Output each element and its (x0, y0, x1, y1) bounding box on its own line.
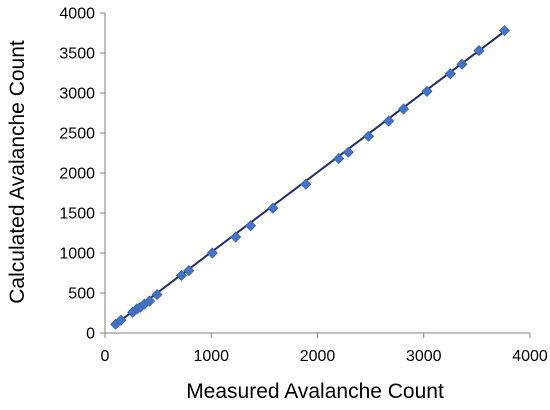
data-point (456, 58, 468, 70)
y-axis-title: Calculated Avalanche Count (6, 40, 29, 304)
data-point (342, 146, 354, 158)
data-point (383, 115, 395, 127)
data-point (397, 103, 410, 115)
data-point (362, 130, 375, 142)
trendline (112, 30, 506, 327)
data-point (300, 178, 312, 190)
y-tick-label: 1500 (59, 206, 95, 223)
data-point (183, 265, 195, 277)
y-tick-label: 4000 (59, 6, 95, 23)
data-points (110, 25, 511, 330)
axes: 0 500 1000 1500 2000 2500 3000 3500 4000 0 1000 200… (59, 6, 547, 366)
data-point (115, 314, 127, 326)
x-axis-title: Measured Avalanche Count (186, 380, 444, 403)
x-tick-label: 0 (101, 348, 110, 365)
data-point (333, 153, 345, 165)
data-point (230, 231, 242, 243)
x-tick-label: 4000 (512, 348, 548, 365)
y-tick-label: 2000 (59, 166, 95, 183)
x-tick-label: 2000 (300, 348, 336, 365)
y-tick-label: 3500 (59, 46, 95, 63)
data-point (175, 269, 188, 281)
y-tick-label: 3000 (59, 86, 95, 103)
y-tick-label: 2500 (59, 126, 95, 143)
y-tick-label: 1000 (59, 246, 95, 263)
y-tick-label: 500 (68, 286, 95, 303)
data-point (421, 85, 433, 97)
y-tick-label: 0 (86, 326, 95, 343)
x-tick-label: 1000 (193, 348, 229, 365)
data-point (444, 68, 456, 80)
x-tick-label: 3000 (406, 348, 442, 365)
data-point (473, 45, 485, 57)
data-point (244, 220, 257, 232)
data-point (144, 295, 156, 307)
data-point (267, 202, 279, 214)
data-point (151, 289, 163, 301)
trendline-group (112, 30, 506, 327)
data-point (498, 25, 511, 37)
data-point (206, 247, 218, 259)
